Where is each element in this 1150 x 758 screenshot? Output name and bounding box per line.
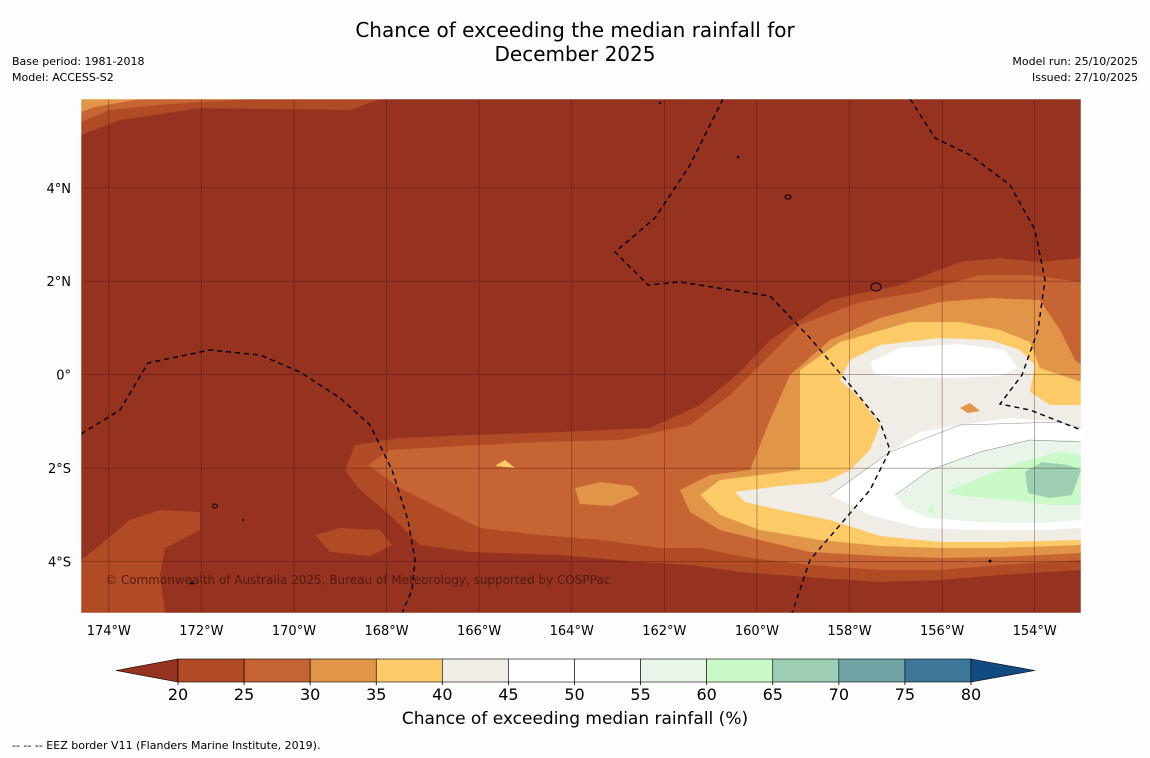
x-tick-label: 170°W	[272, 624, 316, 639]
colorbar-bin	[574, 658, 641, 683]
contour-patch-35-40	[495, 460, 515, 468]
x-tick-label: 172°W	[179, 624, 223, 639]
eez-border-west	[81, 349, 416, 613]
copyright-text: © Commonwealth of Australia 2025, Bureau…	[105, 573, 610, 587]
title-line-2: December 2025	[494, 42, 656, 66]
colorbar-tick-label: 40	[432, 685, 452, 704]
colorbar-tick-label: 25	[234, 685, 254, 704]
map-title: Chance of exceeding the median rainfall …	[0, 18, 1150, 66]
x-tick-label: 162°W	[642, 624, 686, 639]
island-5	[658, 101, 662, 105]
colorbar: 20 25 30 35 40 45 50 55 60 65 70 75 80	[115, 658, 1036, 704]
colorbar-bin	[375, 658, 443, 683]
island-3	[212, 503, 218, 509]
x-tick-label: 166°W	[457, 624, 501, 639]
island-8	[242, 519, 244, 521]
y-tick-label: 4°S	[48, 556, 71, 571]
colorbar-bin	[772, 658, 840, 683]
island-6	[190, 581, 194, 585]
x-tick-label: 160°W	[735, 624, 779, 639]
x-tick-label: 164°W	[550, 624, 594, 639]
model-run: Model run: 25/10/2025	[1012, 55, 1138, 68]
colorbar-bin	[640, 658, 707, 683]
colorbar-bin	[243, 658, 311, 683]
colorbar-tick-label: 80	[961, 685, 981, 704]
y-axis-ticks: 4°N 2°N 0° 2°S 4°S	[47, 182, 72, 571]
colorbar-bin	[508, 658, 575, 683]
island-4	[736, 155, 740, 159]
colorbar-bin	[904, 658, 972, 683]
issued-date: Issued: 27/10/2025	[1031, 71, 1138, 84]
contour-65-70	[1025, 462, 1081, 498]
contour-nw-30-35	[81, 99, 140, 112]
y-tick-label: 4°N	[47, 182, 72, 197]
colorbar-extend-high	[970, 658, 1036, 683]
colorbar-label: Chance of exceeding median rainfall (%)	[401, 709, 749, 729]
y-tick-label: 2°S	[48, 462, 71, 477]
x-tick-label: 154°W	[1013, 624, 1057, 639]
contour-sw-patch-20-25	[315, 528, 392, 556]
eez-border-east	[909, 99, 1081, 431]
colorbar-tick-label: 50	[564, 685, 584, 704]
colorbar-tick-label: 30	[300, 685, 320, 704]
contour-patch-30-35-east	[960, 403, 980, 413]
x-tick-label: 156°W	[920, 624, 964, 639]
meta-left: Base period: 1981-2018 Model: ACCESS-S2	[12, 54, 144, 86]
meta-right: Model run: 25/10/2025 Issued: 27/10/2025	[1012, 54, 1138, 86]
colorbar-tick-label: 35	[366, 685, 386, 704]
contour-patch-30-35	[575, 482, 640, 506]
contour-nw-25-30	[81, 99, 250, 122]
base-period: Base period: 1981-2018	[12, 55, 145, 68]
colorbar-extend-low	[115, 658, 179, 683]
colorbar-tick-label: 60	[696, 685, 716, 704]
eez-border-central	[613, 99, 891, 613]
colorbar-bin	[309, 658, 377, 683]
x-tick-label: 174°W	[87, 624, 131, 639]
colorbar-tick-label: 45	[498, 685, 518, 704]
colorbar-tick-label: 55	[630, 685, 650, 704]
y-tick-label: 2°N	[47, 275, 72, 290]
map-plot-area: © Commonwealth of Australia 2025, Bureau…	[81, 99, 1081, 613]
colorbar-bin	[177, 658, 245, 683]
x-axis-ticks: 174°W 172°W 170°W 168°W 166°W 164°W 162°W 160°W…	[87, 624, 1057, 639]
colorbar-tick-label: 65	[763, 685, 783, 704]
colorbar-bin	[838, 658, 906, 683]
x-tick-label: 158°W	[827, 624, 871, 639]
model-name: Model: ACCESS-S2	[12, 71, 114, 84]
contour-patch-60-65	[928, 502, 935, 516]
colorbar-tick-label: 75	[895, 685, 915, 704]
y-tick-label: 0°	[56, 369, 71, 384]
graticule	[81, 99, 1081, 613]
contour-core-45-55-north	[870, 344, 1018, 378]
colorbar-tick-label: 20	[168, 685, 188, 704]
colorbar-tick-label: 70	[829, 685, 849, 704]
colorbar-bin	[442, 658, 509, 683]
contour-line-55	[894, 439, 1081, 496]
contour-nw-20-25	[81, 99, 380, 135]
colorbar-bin	[706, 658, 774, 683]
island-2	[870, 282, 882, 292]
title-line-1: Chance of exceeding the median rainfall …	[355, 18, 795, 42]
footer-legend: -- -- -- EEZ border V11 (Flanders Marine…	[12, 739, 321, 752]
x-tick-label: 168°W	[364, 624, 408, 639]
island-7	[988, 559, 992, 563]
map-frame	[80, 98, 1082, 614]
island-1	[784, 194, 792, 200]
